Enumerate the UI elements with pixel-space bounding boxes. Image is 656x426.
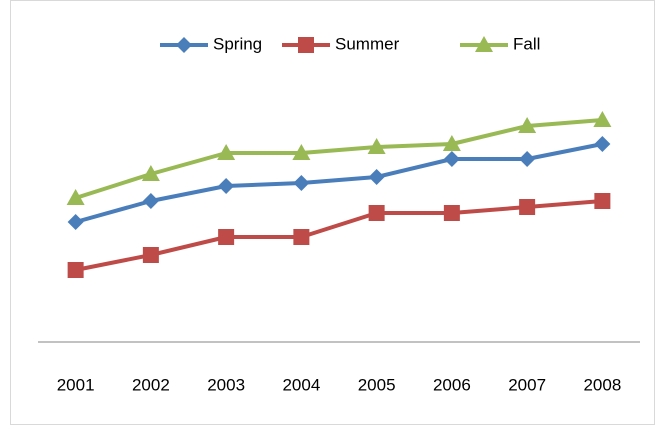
point (293, 175, 310, 191)
point (218, 178, 235, 194)
x-tick-label: 2005 (358, 375, 396, 394)
legend-marker (475, 36, 493, 52)
point (142, 193, 159, 209)
chart-frame (10, 0, 655, 425)
point (442, 135, 461, 151)
x-tick-label: 2004 (282, 375, 320, 394)
point (519, 199, 536, 215)
point (67, 262, 84, 278)
series-line (75, 142, 603, 224)
point (218, 229, 235, 245)
legend-marker (298, 37, 314, 53)
point (368, 169, 385, 185)
point (217, 144, 236, 160)
legend-label: Fall (513, 34, 540, 53)
point (518, 117, 537, 133)
series-line (75, 118, 603, 200)
point (368, 205, 385, 221)
point (594, 193, 611, 209)
point (66, 189, 85, 205)
series-line (75, 199, 603, 272)
point (293, 229, 310, 245)
x-tick-label: 2008 (583, 375, 621, 394)
legend-label: Summer (335, 34, 400, 53)
point (367, 138, 386, 154)
point (443, 205, 460, 221)
point (141, 165, 160, 181)
point (519, 151, 536, 167)
point (594, 136, 611, 152)
x-tick-label: 2007 (508, 375, 546, 394)
point (142, 247, 159, 263)
point (443, 151, 460, 167)
x-tick-label: 2002 (132, 375, 170, 394)
x-tick-label: 2003 (207, 375, 245, 394)
x-tick-label: 2001 (57, 375, 95, 394)
point (292, 144, 311, 160)
point (593, 111, 612, 127)
point (67, 214, 84, 230)
legend-marker (176, 37, 192, 53)
x-tick-label: 2006 (433, 375, 471, 394)
legend-label: Spring (213, 34, 262, 53)
